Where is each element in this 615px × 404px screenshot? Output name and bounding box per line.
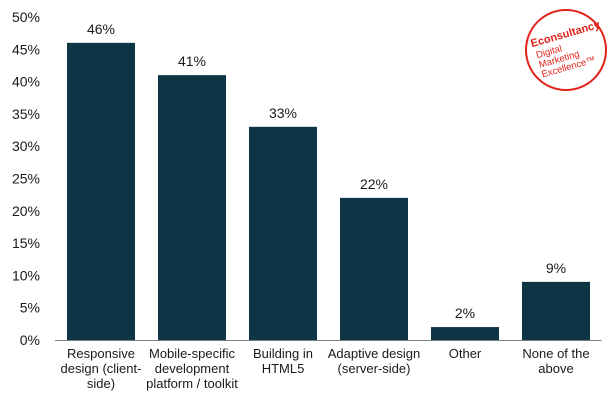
y-tick-label: 25% — [12, 171, 40, 187]
x-category-label: Responsive design (client-side) — [49, 346, 153, 391]
y-tick-label: 40% — [12, 74, 40, 90]
x-category-label-line: platform / toolkit — [146, 376, 238, 391]
econsultancy-logo: Econsultancy Digital Marketing Excellenc… — [525, 9, 607, 91]
x-category-label: Other — [413, 346, 517, 361]
y-tick-label: 35% — [12, 106, 40, 122]
x-category-label-line: above — [538, 361, 574, 376]
bars-group — [67, 42, 590, 341]
x-category-label: None of the above — [504, 346, 608, 376]
data-label: 33% — [269, 105, 297, 121]
x-category-label-line: Adaptive design — [327, 346, 421, 361]
data-label: 22% — [360, 176, 388, 192]
x-category-label-line: design (client- — [60, 361, 142, 376]
x-category-label-line: (server-side) — [337, 361, 411, 376]
data-label: 9% — [546, 260, 566, 276]
y-tick-label: 15% — [12, 235, 40, 251]
y-tick-label: 45% — [12, 41, 40, 57]
logo-circle — [525, 9, 607, 91]
y-tick-label: 20% — [12, 203, 40, 219]
x-category-label-line: Other — [448, 346, 482, 361]
data-labels-group: 46% 41% 33% 22% 2% 9% — [87, 21, 566, 321]
bar — [158, 75, 226, 340]
x-category-label-line: None of the — [522, 346, 590, 361]
bar — [431, 327, 499, 340]
x-category-label-line: Mobile-specific — [149, 346, 235, 361]
x-category-label-line: Responsive — [67, 346, 135, 361]
y-axis: 0% 5% 10% 15% 20% 25% 30% 35% 40% 45% 50% — [12, 9, 40, 348]
data-label: 41% — [178, 53, 206, 69]
x-category-label-line: Building in — [253, 346, 313, 361]
data-label: 2% — [455, 305, 475, 321]
y-tick-label: 10% — [12, 267, 40, 283]
y-tick-label: 0% — [20, 332, 40, 348]
x-category-label-line: HTML5 — [261, 361, 305, 376]
y-tick-label: 50% — [12, 9, 40, 25]
bar — [522, 281, 590, 340]
data-label: 46% — [87, 21, 115, 37]
x-category-label-line: side) — [86, 376, 116, 391]
bar — [249, 126, 317, 340]
bar — [67, 42, 135, 341]
y-tick-label: 5% — [20, 300, 40, 316]
x-category-label: Mobile-specific development platform / too… — [140, 346, 244, 391]
y-tick-label: 30% — [12, 138, 40, 154]
x-category-label: Adaptive design (server-side) — [322, 346, 426, 376]
x-category-label-line: development — [154, 361, 230, 376]
x-category-label: Building in HTML5 — [231, 346, 335, 376]
bar — [340, 197, 408, 340]
